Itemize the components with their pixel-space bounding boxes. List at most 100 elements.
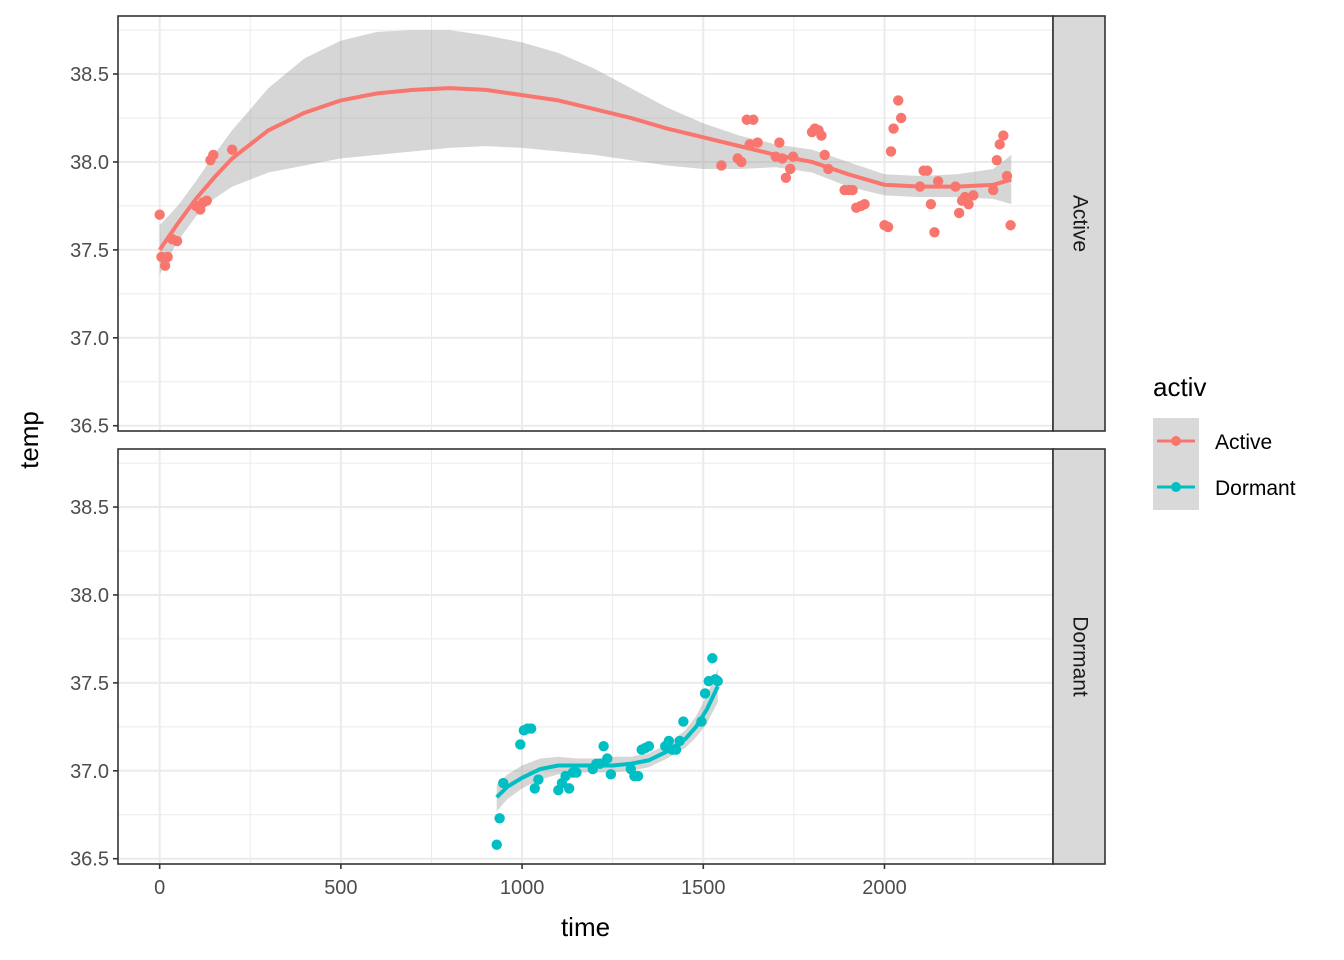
- data-point: [893, 95, 904, 106]
- confidence-band-area: [159, 30, 1012, 275]
- data-points: [491, 653, 723, 850]
- data-point: [885, 146, 897, 157]
- strip-label-active: Active: [1068, 195, 1091, 252]
- minor-gridlines: [118, 449, 1053, 864]
- data-point: [515, 739, 526, 750]
- panel-background: [118, 16, 1053, 431]
- y-axis: 36.5 37.0 37.5 38.0 38.5: [70, 64, 118, 438]
- data-point: [774, 137, 785, 148]
- minor-gridlines: [118, 16, 1053, 431]
- data-point: [991, 154, 1003, 166]
- data-point: [882, 221, 894, 233]
- data-point: [563, 783, 575, 794]
- data-point: [533, 774, 544, 785]
- y-tick-label: 37.0: [70, 328, 109, 350]
- data-point: [1005, 220, 1016, 231]
- data-point: [525, 723, 537, 734]
- y-axis-title: temp: [14, 411, 44, 469]
- data-point: [226, 144, 238, 155]
- data-point: [988, 184, 999, 196]
- x-tick-label: 1000: [500, 877, 545, 899]
- y-tick-label: 37.5: [70, 240, 109, 262]
- smooth-curve: [158, 86, 1012, 252]
- data-point: [932, 176, 944, 187]
- data-point: [968, 190, 979, 201]
- strip-label-dormant: Dormant: [1068, 616, 1091, 697]
- data-point: [162, 251, 173, 263]
- data-point: [780, 172, 792, 183]
- data-point: [663, 735, 675, 747]
- data-point: [929, 227, 940, 238]
- data-point: [847, 184, 858, 196]
- data-point: [953, 207, 965, 219]
- legend: activ Active Dormant: [1153, 372, 1296, 510]
- data-point: [699, 688, 711, 699]
- data-point: [819, 149, 830, 161]
- panel-active: 36.5 37.0 37.5 38.0 38.5 Active: [70, 15, 1106, 438]
- data-point: [998, 130, 1009, 141]
- x-tick-label: 1500: [681, 877, 726, 899]
- data-point: [859, 198, 870, 210]
- y-tick-label: 38.5: [70, 497, 109, 519]
- legend-label-active: Active: [1215, 431, 1272, 454]
- data-point: [736, 156, 747, 168]
- y-tick-label: 36.5: [70, 849, 109, 871]
- data-point: [707, 653, 718, 664]
- y-tick-label: 38.5: [70, 64, 109, 86]
- data-point: [922, 165, 933, 176]
- data-point: [491, 839, 502, 850]
- data-point: [201, 195, 212, 206]
- data-point: [816, 130, 827, 141]
- data-point: [752, 137, 763, 148]
- y-tick-label: 38.0: [70, 585, 109, 607]
- panel-dormant: 36.5 37.0 37.5 38.0 38.5 Dormant: [70, 448, 1106, 871]
- y-tick-label: 37.5: [70, 673, 109, 695]
- data-point: [716, 160, 727, 171]
- data-point: [494, 813, 505, 824]
- data-point: [994, 139, 1005, 150]
- y-axis: 36.5 37.0 37.5 38.0 38.5: [70, 497, 118, 871]
- panel-background: [118, 449, 1053, 864]
- y-tick-label: 36.5: [70, 416, 109, 438]
- data-point: [602, 753, 613, 764]
- data-point: [598, 740, 609, 752]
- data-point: [529, 783, 540, 794]
- data-point: [712, 675, 723, 687]
- data-point: [895, 112, 907, 124]
- data-point: [154, 209, 165, 220]
- y-tick-label: 38.0: [70, 152, 109, 174]
- x-tick-label: 500: [324, 877, 357, 899]
- confidence-band-area: [496, 668, 718, 812]
- data-point: [632, 770, 644, 782]
- data-point: [208, 149, 219, 161]
- data-point: [785, 163, 796, 175]
- legend-key-dormant-dot: [1171, 482, 1181, 492]
- strip-background: [1052, 15, 1106, 432]
- data-point: [159, 260, 171, 271]
- smooth-line: [158, 86, 1012, 252]
- data-point: [678, 716, 689, 727]
- smooth-curve: [495, 685, 720, 799]
- data-point: [888, 123, 899, 134]
- data-points: [154, 95, 1016, 271]
- x-axis-title: time: [561, 912, 610, 942]
- confidence-band: [159, 30, 1012, 275]
- y-tick-label: 37.0: [70, 761, 109, 783]
- smooth-line: [495, 685, 720, 799]
- data-point: [643, 740, 655, 752]
- data-point: [171, 235, 183, 247]
- x-tick-label: 2000: [862, 877, 907, 899]
- legend-label-dormant: Dormant: [1215, 477, 1296, 500]
- data-point: [748, 114, 759, 125]
- major-gridlines: [118, 449, 1053, 864]
- data-point: [605, 769, 617, 780]
- x-axis: 0 500 1000 1500 2000: [154, 864, 907, 899]
- legend-title: activ: [1153, 372, 1206, 402]
- data-point: [925, 198, 937, 210]
- x-tick-label: 0: [154, 877, 165, 899]
- confidence-band: [496, 668, 718, 812]
- legend-key-active-dot: [1171, 436, 1181, 446]
- data-point: [571, 767, 582, 778]
- data-point: [963, 198, 974, 210]
